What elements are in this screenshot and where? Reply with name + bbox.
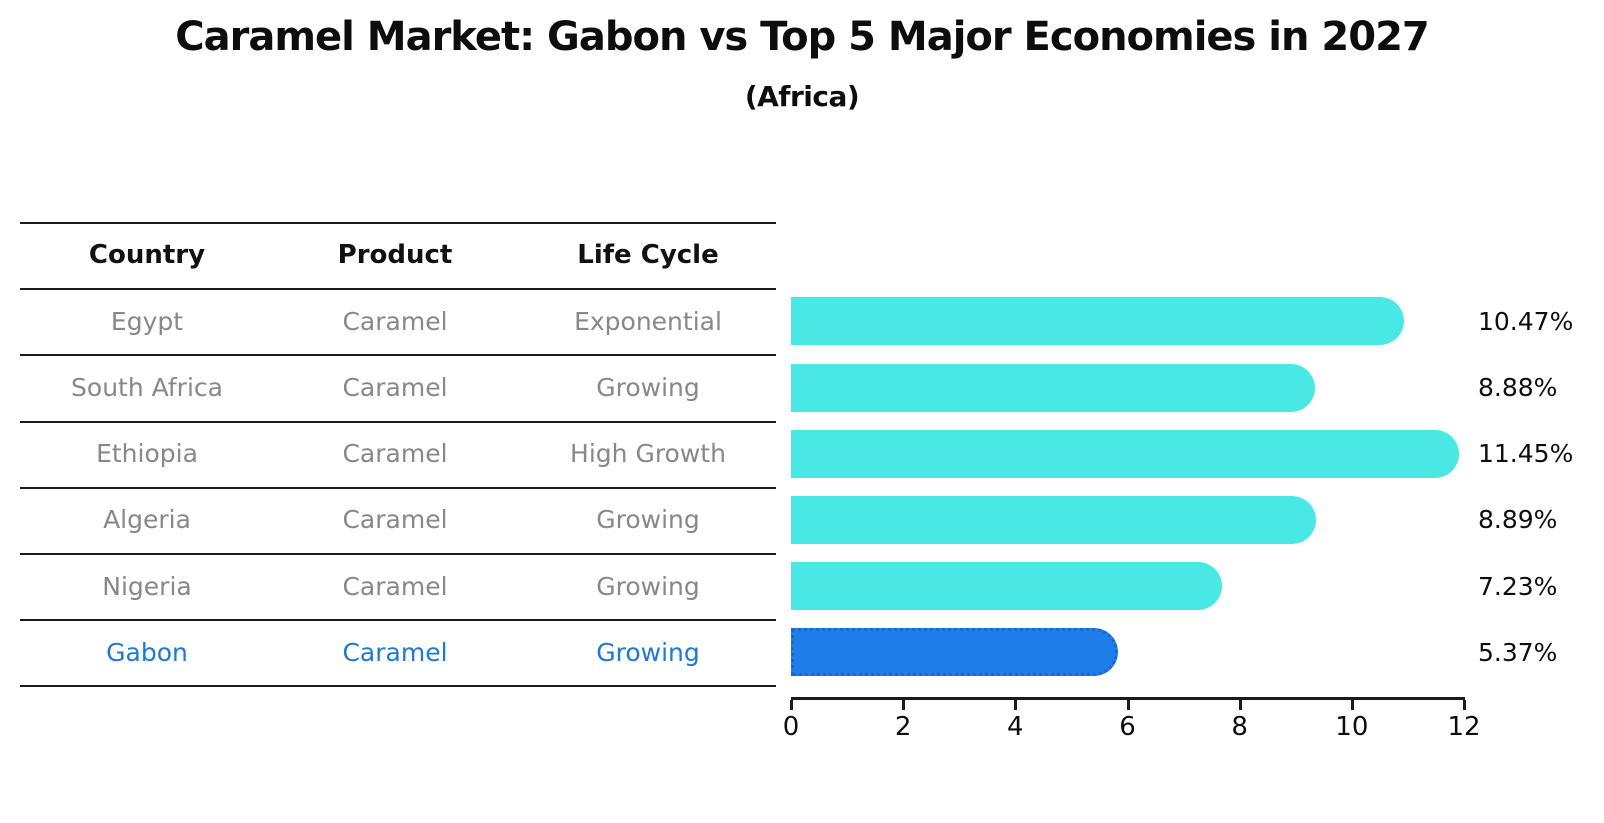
x-axis-tick-label: 8 [1231, 712, 1248, 742]
table-rule [20, 420, 776, 423]
bar-nigeria [791, 562, 1223, 611]
bar-ethiopia [791, 429, 1460, 478]
bar-value-label-ethiopia: 11.45% [1478, 439, 1574, 469]
table-rule [20, 486, 776, 489]
x-axis-tick-label: 2 [894, 712, 912, 742]
x-axis-tick [790, 700, 793, 710]
bar-value-label-egypt: 10.47% [1478, 306, 1574, 336]
x-axis-tick-label: 4 [1007, 712, 1024, 742]
x-axis-tick [902, 700, 906, 710]
table-header-life-cycle: Life Cycle [577, 240, 719, 270]
table-rule [20, 619, 776, 622]
table-cell-gabon-product: Caramel [342, 637, 448, 667]
x-axis-tick [1463, 700, 1466, 710]
table-rule [20, 553, 776, 555]
x-axis-tick-label: 0 [782, 712, 800, 742]
bar-value-label-algeria: 8.89% [1478, 505, 1558, 535]
chart-subtitle: (Africa) [744, 80, 860, 113]
x-axis-tick-label: 12 [1447, 712, 1481, 742]
table-cell-south-africa-life-cycle: Growing [596, 372, 700, 402]
table-cell-ethiopia-life-cycle: High Growth [570, 439, 726, 469]
x-axis-tick-label: 6 [1119, 712, 1136, 742]
table-cell-nigeria-country: Nigeria [102, 571, 192, 601]
table-rule [20, 288, 776, 291]
table-cell-south-africa-country: South Africa [71, 372, 223, 402]
bar-egypt [791, 297, 1405, 346]
x-axis-tick [1238, 700, 1242, 710]
table-cell-algeria-life-cycle: Growing [596, 505, 700, 535]
bar-algeria [791, 495, 1316, 544]
table-cell-algeria-country: Algeria [103, 505, 191, 535]
table-header-country: Country [88, 240, 206, 270]
bar-value-label-nigeria: 7.23% [1478, 571, 1558, 601]
table-cell-gabon-life-cycle: Growing [596, 637, 700, 667]
table-cell-gabon-country: Gabon [106, 637, 188, 667]
bar-value-label-gabon: 5.37% [1478, 637, 1558, 667]
x-axis-line [791, 697, 1465, 700]
table-cell-south-africa-product: Caramel [342, 372, 448, 402]
table-rule [20, 222, 776, 224]
x-axis-tick [1126, 700, 1130, 710]
table-rule [20, 685, 776, 688]
table-cell-ethiopia-product: Caramel [342, 439, 448, 469]
x-axis-tick-label: 10 [1335, 712, 1369, 742]
table-cell-nigeria-life-cycle: Growing [596, 571, 700, 601]
table-cell-nigeria-product: Caramel [342, 571, 448, 601]
table-cell-algeria-product: Caramel [342, 505, 448, 535]
table-cell-ethiopia-country: Ethiopia [96, 439, 198, 469]
table-cell-egypt-life-cycle: Exponential [574, 306, 722, 336]
x-axis-tick [1014, 700, 1018, 710]
table-cell-egypt-product: Caramel [342, 306, 448, 336]
bar-value-label-south-africa: 8.88% [1478, 373, 1558, 402]
x-axis-tick [1350, 700, 1354, 710]
table-cell-egypt-country: Egypt [110, 306, 184, 336]
chart-title: Caramel Market: Gabon vs Top 5 Major Eco… [175, 14, 1429, 60]
table-rule [20, 354, 776, 357]
bar-south-africa [791, 363, 1316, 412]
bar-gabon [791, 628, 1119, 677]
table-header-product: Product [337, 240, 453, 270]
